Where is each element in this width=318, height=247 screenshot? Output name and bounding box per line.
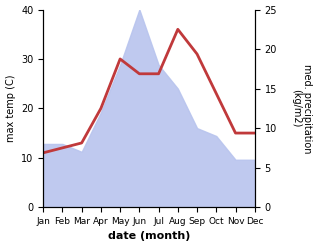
Y-axis label: max temp (C): max temp (C) [5,75,16,142]
Y-axis label: med. precipitation
(kg/m2): med. precipitation (kg/m2) [291,64,313,153]
X-axis label: date (month): date (month) [108,231,190,242]
